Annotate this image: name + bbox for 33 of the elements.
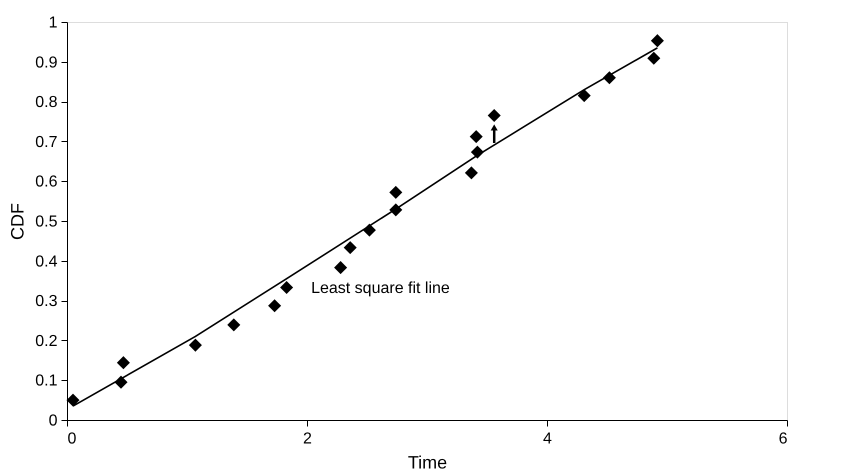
point: [344, 241, 357, 254]
y-tick-label: 0.3: [35, 293, 58, 310]
y-tick-label: 0.2: [35, 332, 58, 350]
point: [470, 130, 483, 144]
point: [66, 394, 80, 407]
point: [227, 318, 240, 332]
x-tick-label: 2: [303, 430, 312, 448]
point: [389, 186, 402, 199]
point: [268, 299, 282, 312]
y-tick-label: 0.8: [35, 94, 58, 112]
point: [488, 109, 501, 122]
y-tick-label: 0.5: [35, 214, 58, 230]
point: [280, 280, 294, 294]
point: [650, 34, 664, 48]
point: [578, 89, 591, 102]
annotation: Least square fit line: [311, 280, 450, 297]
point: [647, 52, 660, 65]
y-axis-title: CDF: [7, 203, 28, 240]
y-tick-label: 0.9: [35, 54, 58, 72]
y-tick-label: 1: [48, 14, 58, 32]
point: [188, 338, 202, 352]
x-tick-label: 4: [543, 430, 552, 448]
x-tick-label: 6: [778, 430, 788, 448]
x-tick-label: 0: [68, 430, 76, 448]
x-axis-title: Time: [408, 452, 448, 472]
y-tick-label: 0: [48, 412, 58, 430]
y-tick-label: 0.1: [35, 372, 58, 390]
y-tick-label: 0.7: [35, 134, 58, 151]
point: [464, 166, 478, 180]
point: [116, 356, 130, 370]
point: [334, 261, 348, 274]
y-tick-label: 0.6: [35, 174, 58, 191]
y-tick-label: 0.4: [35, 253, 58, 270]
